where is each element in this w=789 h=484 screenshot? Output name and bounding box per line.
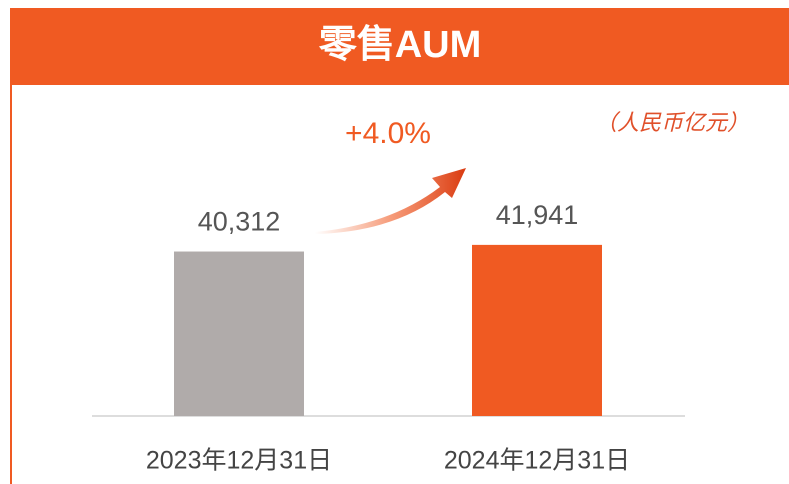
unit-label: （人民币亿元） [595,110,749,135]
growth-annotation: +4.0% [345,117,431,150]
value-label: 41,941 [496,200,579,230]
bar [174,251,304,416]
chart-title: 零售AUM [319,24,482,66]
left-border [10,85,12,484]
title-band [10,8,789,85]
x-tick-label: 2023年12月31日 [146,447,332,475]
value-label: 40,312 [198,207,281,237]
bar [472,244,602,416]
x-tick-label: 2024年12月31日 [444,447,630,475]
growth-arrow [315,168,466,234]
